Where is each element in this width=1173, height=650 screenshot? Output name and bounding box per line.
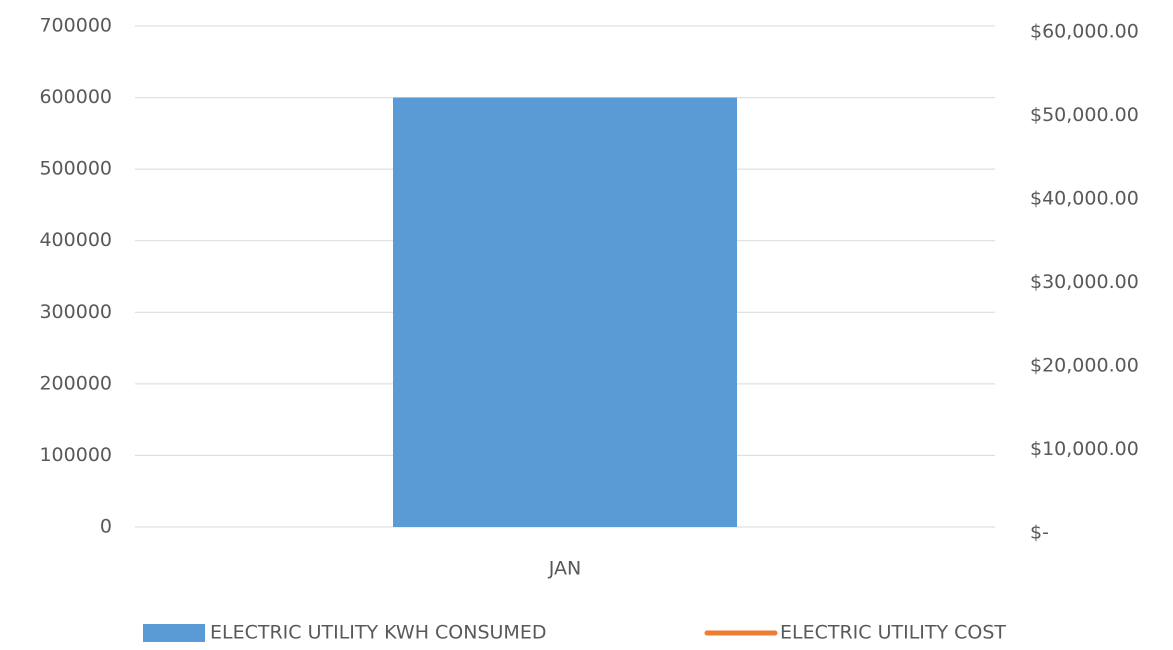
y-tick-label: 100000: [39, 444, 112, 466]
y-tick-label: 600000: [39, 86, 112, 108]
y2-tick-label: $40,000.00: [1030, 188, 1139, 210]
y2-tick-label: $20,000.00: [1030, 355, 1139, 377]
y2-tick-label: $-: [1030, 522, 1049, 544]
y-tick-label: 0: [100, 516, 112, 538]
bar: [393, 97, 737, 528]
y-tick-label: 400000: [39, 229, 112, 251]
y-tick-label: 200000: [39, 372, 112, 394]
y2-tick-label: $10,000.00: [1030, 438, 1139, 460]
y-tick-label: 500000: [39, 158, 112, 180]
y2-tick-label: $50,000.00: [1030, 104, 1139, 126]
x-tick-label: JAN: [548, 558, 581, 580]
y-tick-label: 700000: [39, 15, 112, 37]
legend-label: ELECTRIC UTILITY KWH CONSUMED: [210, 622, 546, 644]
legend-label: ELECTRIC UTILITY COST: [780, 622, 1006, 644]
legend-swatch: [143, 624, 205, 642]
y2-tick-label: $60,000.00: [1030, 21, 1139, 43]
y2-tick-label: $30,000.00: [1030, 271, 1139, 293]
y-tick-label: 300000: [39, 301, 112, 323]
